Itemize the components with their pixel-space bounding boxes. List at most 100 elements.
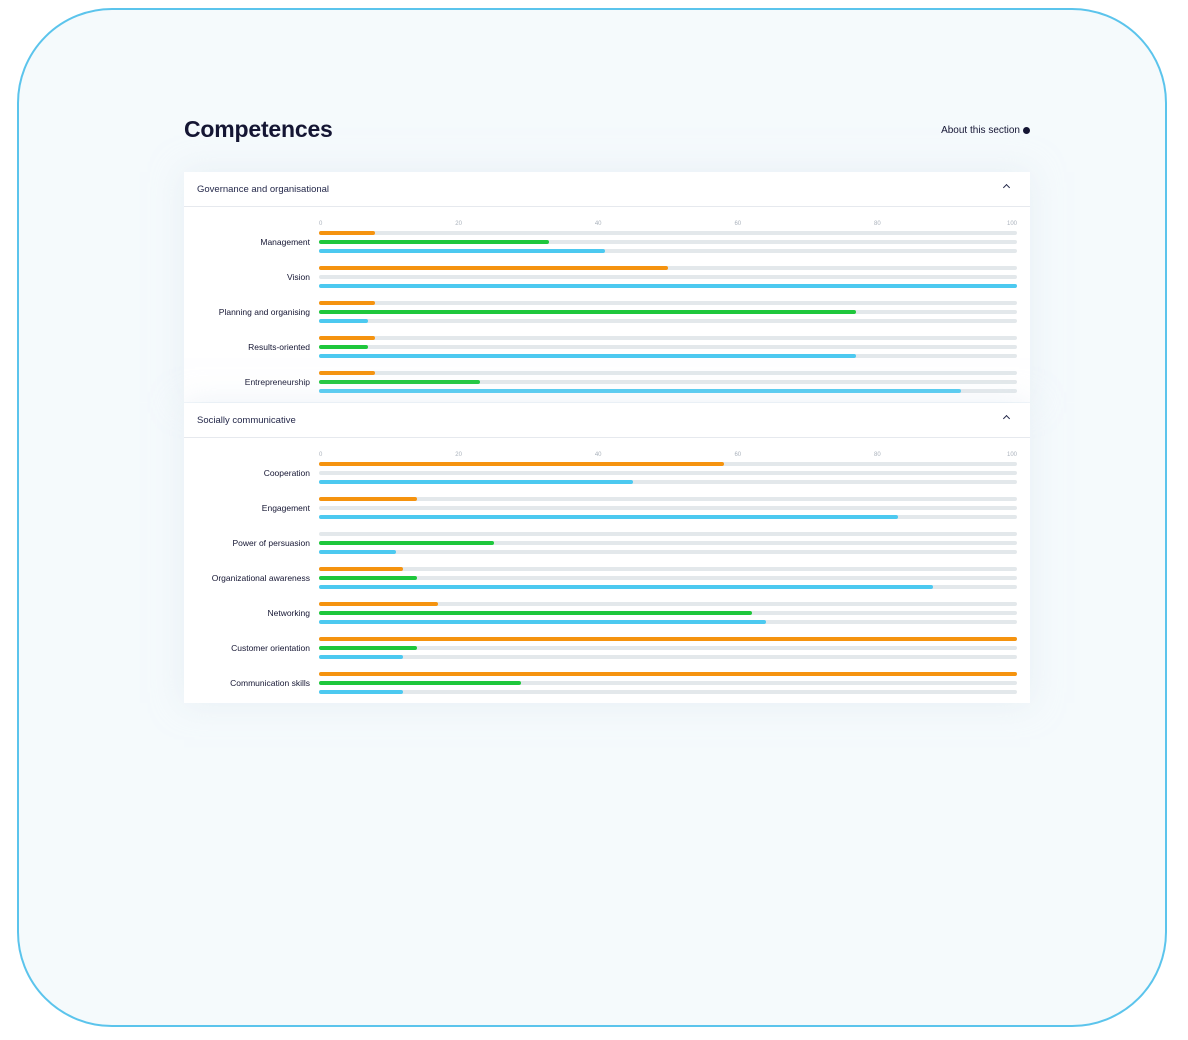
bar-orange bbox=[319, 672, 1017, 676]
panel-title: Socially communicative bbox=[197, 415, 296, 426]
bar-blue bbox=[319, 480, 634, 484]
chevron-up-icon[interactable] bbox=[1002, 414, 1011, 423]
bar-green bbox=[319, 380, 480, 384]
panel-title: Governance and organisational bbox=[197, 184, 330, 195]
competence-panel-social: Socially communicative 0 20 40 60 80 100 Coope… bbox=[184, 403, 1030, 703]
bar-blue bbox=[319, 585, 934, 589]
bar-green bbox=[319, 240, 550, 244]
axis-tick-label: 20 bbox=[455, 221, 462, 227]
bar-green bbox=[319, 310, 857, 314]
competence-row: Vision bbox=[184, 266, 1030, 288]
competence-label: Power of persuasion bbox=[232, 538, 311, 548]
bar-track bbox=[319, 380, 1017, 384]
bar-track bbox=[319, 576, 1017, 580]
competence-row: Management bbox=[184, 231, 1030, 253]
bar-track bbox=[319, 275, 1017, 279]
bar-track bbox=[319, 611, 1017, 615]
bar-orange bbox=[319, 497, 417, 501]
bar-green bbox=[319, 576, 417, 580]
bar-green bbox=[319, 345, 368, 349]
competence-label: Results-oriented bbox=[248, 342, 310, 352]
bar-orange bbox=[319, 231, 375, 235]
bar-orange bbox=[319, 462, 724, 466]
competence-row: Cooperation bbox=[184, 462, 1030, 484]
bar-orange bbox=[319, 371, 375, 375]
axis-tick-label: 40 bbox=[594, 452, 602, 458]
competence-row: Power of persuasion bbox=[184, 532, 1030, 554]
bar-orange bbox=[319, 301, 375, 305]
bar-track bbox=[319, 310, 1017, 314]
bar-track bbox=[319, 462, 1017, 466]
bar-green bbox=[319, 541, 494, 545]
competence-row: Results-oriented bbox=[184, 336, 1030, 358]
section-heading: Competences About this section bbox=[184, 116, 1030, 150]
bar-orange bbox=[319, 567, 403, 571]
competence-label: Entrepreneurship bbox=[244, 377, 310, 387]
bar-orange bbox=[319, 602, 438, 606]
bar-track bbox=[319, 471, 1017, 475]
bar-green bbox=[319, 681, 522, 685]
bar-track bbox=[319, 480, 1017, 484]
bar-track bbox=[319, 550, 1017, 554]
chevron-up-icon[interactable] bbox=[1002, 183, 1011, 192]
bar-blue bbox=[319, 515, 899, 519]
bar-track bbox=[319, 354, 1017, 358]
competence-row: Communication skills bbox=[184, 672, 1030, 694]
bar-green bbox=[319, 611, 752, 615]
bar-blue bbox=[319, 620, 766, 624]
bar-track bbox=[319, 336, 1017, 340]
bar-track bbox=[319, 231, 1017, 235]
axis-tick-label: 80 bbox=[874, 221, 881, 227]
bar-track bbox=[319, 266, 1017, 270]
competence-label: Customer orientation bbox=[231, 643, 310, 653]
competence-row: Engagement bbox=[184, 497, 1030, 519]
bar-blue bbox=[319, 284, 1017, 288]
bar-track bbox=[319, 646, 1017, 650]
bar-track bbox=[319, 249, 1017, 253]
competence-row: Networking bbox=[184, 602, 1030, 624]
bar-track bbox=[319, 690, 1017, 694]
competence-label: Engagement bbox=[261, 503, 310, 513]
bar-orange bbox=[319, 336, 375, 340]
info-icon bbox=[1023, 127, 1030, 134]
bar-track bbox=[319, 497, 1017, 501]
about-section-label: About this section bbox=[941, 125, 1020, 136]
bar-track bbox=[319, 345, 1017, 349]
axis-tick-label: 60 bbox=[734, 221, 742, 227]
bar-track bbox=[319, 681, 1017, 685]
panel-header[interactable]: Socially communicative bbox=[184, 403, 1030, 438]
axis-tick-label: 0 bbox=[319, 452, 323, 458]
page-title: Competences bbox=[184, 116, 333, 142]
bar-orange bbox=[319, 266, 668, 270]
competence-label: Organizational awareness bbox=[211, 573, 310, 583]
bar-blue bbox=[319, 550, 396, 554]
competence-label: Planning and organising bbox=[218, 307, 310, 317]
axis-tick-label: 60 bbox=[734, 452, 742, 458]
bar-track bbox=[319, 301, 1017, 305]
competence-label: Vision bbox=[287, 272, 310, 282]
bar-blue bbox=[319, 354, 857, 358]
bar-track bbox=[319, 389, 1017, 393]
axis-tick-label: 100 bbox=[1006, 452, 1017, 458]
bar-orange bbox=[319, 637, 1017, 641]
panel-header[interactable]: Governance and organisational bbox=[184, 172, 1030, 207]
bar-track bbox=[319, 532, 1017, 536]
competence-chart: 0 20 40 60 80 100 Management Vision Planning and… bbox=[184, 207, 1030, 402]
bar-track bbox=[319, 602, 1017, 606]
bar-track bbox=[319, 655, 1017, 659]
competence-row: Planning and organising bbox=[184, 301, 1030, 323]
axis-tick-label: 0 bbox=[319, 221, 323, 227]
axis-tick-label: 20 bbox=[455, 452, 462, 458]
bar-blue bbox=[319, 249, 606, 253]
bar-blue bbox=[319, 690, 403, 694]
axis-tick-label: 40 bbox=[594, 221, 602, 227]
competence-label: Networking bbox=[267, 608, 310, 618]
bar-track bbox=[319, 240, 1017, 244]
bar-track bbox=[319, 506, 1017, 510]
bar-track bbox=[319, 585, 1017, 589]
about-section-link[interactable]: About this section bbox=[941, 125, 1030, 136]
competence-chart: 0 20 40 60 80 100 Cooperation Engagement Power o… bbox=[184, 438, 1030, 703]
bar-blue bbox=[319, 319, 368, 323]
bar-track bbox=[319, 515, 1017, 519]
axis-tick-label: 100 bbox=[1006, 221, 1017, 227]
